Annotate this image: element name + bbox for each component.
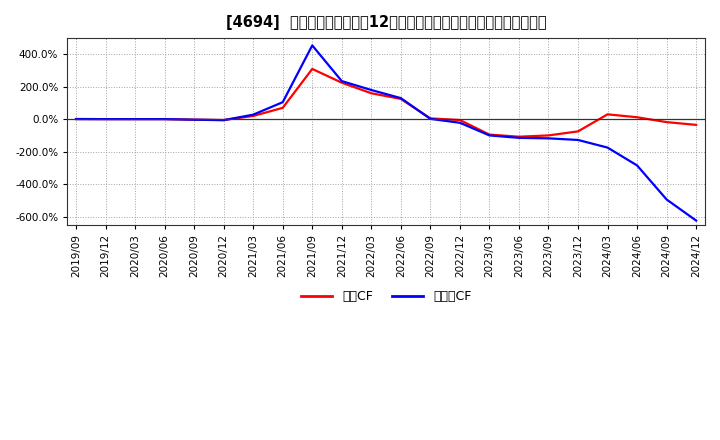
フリーCF	[279, 99, 287, 105]
営業CF	[692, 122, 701, 128]
営業CF	[249, 114, 258, 119]
フリーCF	[72, 117, 81, 122]
営業CF	[515, 134, 523, 139]
フリーCF	[426, 116, 435, 121]
フリーCF	[131, 117, 140, 122]
営業CF	[456, 117, 464, 123]
フリーCF	[456, 120, 464, 125]
営業CF	[161, 117, 169, 122]
営業CF	[633, 114, 642, 120]
Line: 営業CF: 営業CF	[76, 69, 696, 137]
フリーCF	[515, 135, 523, 140]
フリーCF	[102, 117, 110, 122]
営業CF	[190, 117, 199, 122]
営業CF	[603, 112, 612, 117]
フリーCF	[220, 117, 228, 123]
営業CF	[485, 132, 494, 137]
営業CF	[544, 133, 553, 138]
営業CF	[397, 96, 405, 102]
営業CF	[367, 91, 376, 96]
営業CF	[131, 117, 140, 122]
営業CF	[102, 117, 110, 122]
営業CF	[574, 129, 582, 134]
Line: フリーCF: フリーCF	[76, 45, 696, 220]
フリーCF	[367, 88, 376, 93]
営業CF	[338, 80, 346, 85]
営業CF	[308, 66, 317, 72]
フリーCF	[190, 117, 199, 122]
営業CF	[426, 116, 435, 121]
フリーCF	[544, 136, 553, 141]
フリーCF	[633, 163, 642, 168]
フリーCF	[662, 197, 671, 202]
フリーCF	[338, 78, 346, 84]
営業CF	[220, 117, 228, 123]
営業CF	[279, 105, 287, 110]
フリーCF	[249, 112, 258, 117]
フリーCF	[485, 133, 494, 138]
フリーCF	[603, 145, 612, 150]
フリーCF	[692, 218, 701, 223]
営業CF	[72, 117, 81, 122]
フリーCF	[574, 137, 582, 143]
フリーCF	[397, 95, 405, 101]
営業CF	[662, 120, 671, 125]
Legend: 営業CF, フリーCF: 営業CF, フリーCF	[296, 285, 477, 308]
フリーCF	[308, 43, 317, 48]
フリーCF	[161, 117, 169, 122]
Title: [4694]  キャッシュフローの12か月移動合計の対前年同期増減率の推移: [4694] キャッシュフローの12か月移動合計の対前年同期増減率の推移	[226, 15, 546, 30]
